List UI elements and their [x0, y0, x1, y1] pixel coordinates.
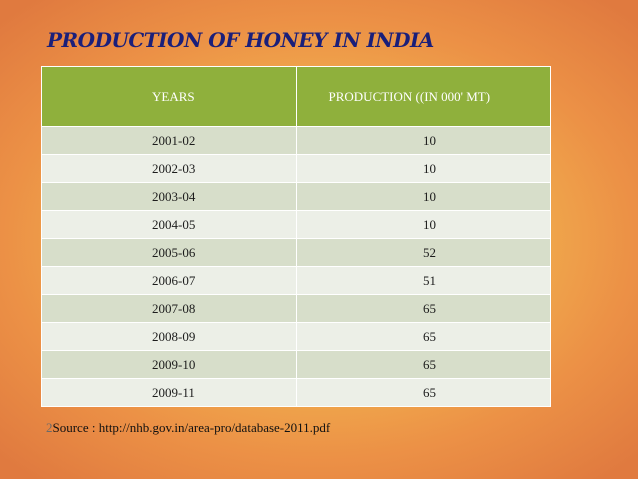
honey-production-table: YEARS PRODUCTION ((IN 000' MT) 2001-02 1…: [41, 66, 551, 407]
year-cell: 2005-06: [41, 238, 297, 267]
production-cell: 65: [295, 378, 551, 407]
column-header-years: YEARS: [41, 66, 297, 127]
production-cell: 65: [295, 294, 551, 323]
table-header-row: YEARS PRODUCTION ((IN 000' MT): [41, 66, 551, 127]
production-cell: 65: [295, 350, 551, 379]
table-row: 2003-04 10: [41, 182, 551, 211]
slide-page-number: 2: [46, 420, 53, 435]
table-row: 2007-08 65: [41, 294, 551, 323]
year-cell: 2006-07: [41, 266, 297, 295]
production-cell: 10: [295, 154, 551, 183]
production-cell: 10: [295, 126, 551, 155]
year-cell: 2008-09: [41, 322, 297, 351]
production-cell: 52: [295, 238, 551, 267]
table-row: 2002-03 10: [41, 154, 551, 183]
column-header-production: PRODUCTION ((IN 000' MT): [295, 66, 551, 127]
table-row: 2009-10 65: [41, 350, 551, 379]
table-row: 2008-09 65: [41, 322, 551, 351]
table-row: 2004-05 10: [41, 210, 551, 239]
year-cell: 2003-04: [41, 182, 297, 211]
production-cell: 65: [295, 322, 551, 351]
source-citation: Source : http://nhb.gov.in/area-pro/data…: [52, 420, 331, 435]
production-cell: 10: [295, 182, 551, 211]
year-cell: 2009-11: [41, 378, 297, 407]
source-footer: 2Source : http://nhb.gov.in/area-pro/dat…: [46, 420, 330, 436]
production-cell: 10: [295, 210, 551, 239]
year-cell: 2001-02: [41, 126, 297, 155]
production-cell: 51: [295, 266, 551, 295]
table-row: 2006-07 51: [41, 266, 551, 295]
slide-title: PRODUCTION OF HONEY IN INDIA: [47, 28, 434, 52]
year-cell: 2009-10: [41, 350, 297, 379]
table-row: 2001-02 10: [41, 126, 551, 155]
table-row: 2005-06 52: [41, 238, 551, 267]
year-cell: 2007-08: [41, 294, 297, 323]
year-cell: 2004-05: [41, 210, 297, 239]
table-row: 2009-11 65: [41, 378, 551, 407]
year-cell: 2002-03: [41, 154, 297, 183]
